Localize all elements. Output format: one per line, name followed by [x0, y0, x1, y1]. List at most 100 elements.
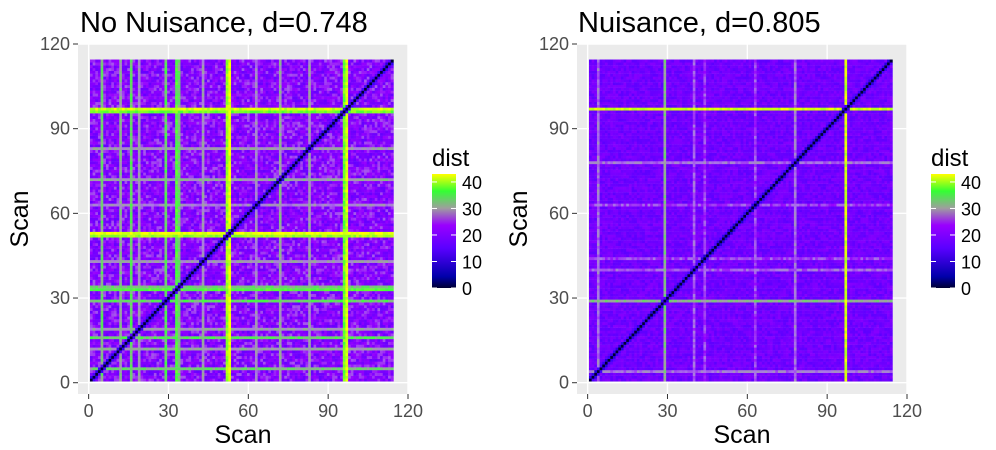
heatmap-cell	[199, 115, 203, 119]
heatmap-cell	[124, 144, 128, 148]
heatmap-cell	[103, 347, 107, 351]
heatmap-cell	[121, 355, 125, 359]
heatmap-cell	[199, 279, 203, 283]
heatmap-cell	[183, 135, 187, 139]
heatmap-cell	[127, 375, 131, 379]
heatmap-cell	[97, 285, 101, 289]
heatmap-cell	[188, 180, 192, 184]
heatmap-cell	[167, 93, 171, 97]
heatmap-cell	[151, 282, 155, 286]
heatmap-cell	[148, 67, 152, 72]
heatmap-cell	[116, 217, 120, 221]
heatmap-cell	[183, 158, 187, 162]
heatmap-cell	[140, 228, 144, 232]
heatmap-cell	[92, 172, 96, 176]
heatmap-cell	[172, 276, 176, 280]
heatmap-cell	[148, 319, 152, 323]
heatmap-cell	[175, 186, 179, 190]
heatmap-cell	[196, 127, 200, 131]
heatmap-cell	[196, 96, 200, 100]
heatmap-cell	[148, 178, 152, 182]
heatmap-cell	[199, 364, 203, 368]
heatmap-cell	[183, 305, 187, 309]
heatmap-cell	[164, 144, 168, 148]
heatmap-cell	[143, 107, 147, 111]
heatmap-cell	[95, 330, 99, 334]
heatmap-cell	[148, 99, 152, 103]
heatmap-cell	[108, 180, 112, 184]
heatmap-cell	[121, 307, 125, 311]
heatmap-cell	[159, 378, 163, 382]
heatmap-cell	[100, 124, 104, 128]
heatmap-cell	[175, 65, 179, 69]
heatmap-cell	[103, 324, 107, 328]
heatmap-cell	[89, 70, 93, 74]
heatmap-cell	[183, 242, 187, 247]
heatmap-cell	[140, 276, 144, 280]
heatmap-cell	[167, 330, 171, 334]
heatmap-cell	[175, 87, 179, 91]
heatmap-cell	[119, 251, 123, 255]
heatmap-cell	[177, 76, 181, 80]
heatmap-cell	[137, 175, 141, 179]
heatmap-cell	[185, 226, 189, 230]
heatmap-cell	[119, 141, 123, 145]
heatmap-cell	[201, 124, 205, 128]
heatmap-cell	[140, 338, 144, 342]
heatmap-cell	[103, 166, 107, 170]
heatmap-cell	[95, 367, 99, 371]
heatmap-cell	[201, 240, 205, 244]
heatmap-cell	[135, 313, 139, 317]
heatmap-cell	[89, 118, 93, 122]
heatmap-cell	[92, 316, 96, 320]
heatmap-cell	[159, 118, 163, 122]
heatmap-cell	[196, 169, 200, 173]
heatmap-cell	[145, 370, 149, 374]
heatmap-cell	[143, 127, 147, 131]
heatmap-cell	[185, 324, 189, 328]
heatmap-cell	[113, 336, 117, 340]
heatmap-cell	[185, 375, 189, 379]
heatmap-cell	[169, 313, 173, 317]
heatmap-cell	[185, 178, 189, 182]
heatmap-cell	[124, 344, 128, 348]
heatmap-cell	[95, 90, 99, 94]
heatmap-cell	[119, 313, 123, 317]
heatmap-cell	[135, 316, 139, 320]
heatmap-cell	[97, 341, 101, 345]
heatmap-cell	[167, 113, 171, 117]
heatmap-cell	[145, 375, 149, 379]
heatmap-cell	[153, 192, 157, 196]
heatmap-cell	[185, 141, 189, 145]
heatmap-cell	[169, 101, 173, 105]
heatmap-cell	[151, 322, 155, 326]
heatmap-cell	[204, 324, 208, 328]
heatmap-cell	[124, 248, 128, 252]
heatmap-cell	[135, 121, 139, 125]
heatmap-cell	[183, 138, 187, 142]
heatmap-cell	[108, 144, 112, 148]
heatmap-cell	[183, 293, 187, 297]
heatmap-cell	[169, 299, 173, 303]
heatmap-cell	[140, 285, 144, 289]
heatmap-cell	[140, 65, 144, 69]
heatmap-cell	[196, 107, 200, 111]
heatmap-cell	[199, 319, 203, 323]
heatmap-cell	[121, 70, 125, 74]
heatmap-cell	[164, 130, 168, 134]
heatmap-cell	[97, 121, 101, 125]
heatmap-cell	[140, 101, 144, 105]
heatmap-cell	[108, 257, 112, 261]
heatmap-cell	[105, 203, 109, 207]
heatmap-cell	[159, 87, 163, 91]
heatmap-cell	[124, 183, 128, 187]
heatmap-cell	[185, 135, 189, 139]
heatmap-cell	[95, 231, 99, 235]
heatmap-cell	[129, 333, 133, 337]
heatmap-cell	[124, 90, 128, 94]
heatmap-cell	[108, 172, 112, 176]
heatmap-cell	[119, 279, 123, 283]
heatmap-cell	[145, 361, 149, 365]
heatmap-cell	[108, 245, 112, 249]
heatmap-cell	[185, 316, 189, 320]
